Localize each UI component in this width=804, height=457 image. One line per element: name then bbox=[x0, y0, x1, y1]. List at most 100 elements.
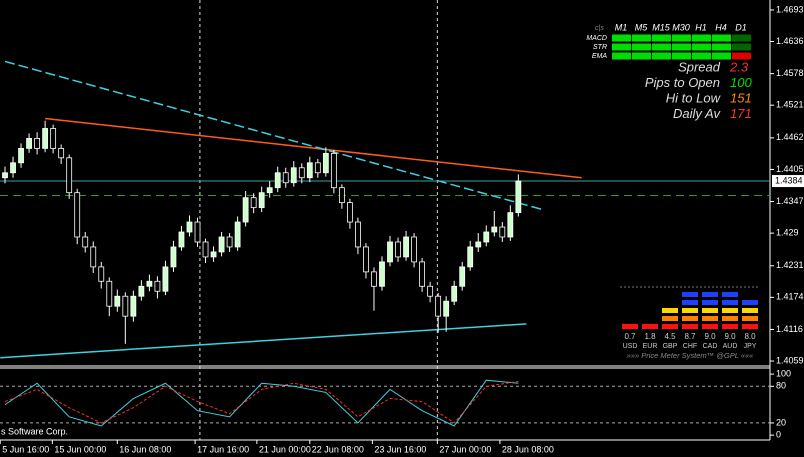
candle-body bbox=[2, 172, 8, 179]
candle-body bbox=[146, 280, 153, 287]
meter-block bbox=[642, 324, 658, 329]
candle-body bbox=[491, 226, 498, 233]
candle-body bbox=[82, 236, 89, 248]
panel-column: M1 bbox=[615, 22, 628, 32]
meter-block bbox=[702, 308, 718, 313]
candle-body bbox=[194, 221, 201, 243]
meter-block bbox=[662, 316, 678, 321]
candle-body bbox=[42, 128, 49, 149]
y-tick-label: 1.4636 bbox=[776, 36, 804, 46]
candle-body bbox=[258, 192, 265, 209]
candle-body bbox=[90, 246, 97, 268]
status-cell bbox=[712, 52, 731, 60]
status-cell bbox=[612, 34, 631, 42]
status-cell bbox=[652, 34, 671, 42]
status-cell bbox=[732, 52, 751, 60]
candle-body bbox=[178, 231, 185, 248]
candle-body bbox=[411, 236, 417, 263]
candle-body bbox=[58, 147, 65, 159]
candle-body bbox=[202, 241, 209, 258]
meter-currency: CAD bbox=[703, 343, 718, 350]
candle-body bbox=[451, 285, 458, 302]
candle-body bbox=[419, 261, 425, 287]
x-tick-label: 23 Jun 16:00 bbox=[374, 444, 426, 454]
candle-body bbox=[274, 172, 281, 189]
candle-body bbox=[138, 285, 145, 297]
meter-currency: CHF bbox=[683, 343, 697, 350]
y-tick-label: 80 bbox=[776, 381, 786, 391]
x-tick-label: 27 Jun 00:00 bbox=[439, 444, 491, 454]
x-tick-label: 17 Jun 16:00 bbox=[197, 444, 249, 454]
meter-block bbox=[682, 292, 698, 297]
price-label-box bbox=[772, 175, 804, 188]
panel-column: H1 bbox=[695, 22, 707, 32]
status-cell bbox=[692, 52, 711, 60]
candle-body bbox=[403, 236, 409, 258]
meter-currency: EUR bbox=[643, 343, 658, 350]
meter-block bbox=[742, 324, 758, 329]
x-tick-label: 15 Jun 00:00 bbox=[54, 444, 106, 454]
candle-body bbox=[74, 192, 81, 238]
candle-body bbox=[459, 266, 466, 287]
candle-body bbox=[226, 236, 233, 248]
meter-block bbox=[722, 316, 738, 321]
candle-body bbox=[186, 221, 193, 233]
meter-block bbox=[742, 316, 758, 321]
candle-body bbox=[34, 138, 40, 149]
panel-column: H4 bbox=[715, 22, 727, 32]
x-tick-label: 21 Jun 00:00 bbox=[259, 444, 311, 454]
status-cell bbox=[632, 52, 651, 60]
meter-block bbox=[742, 300, 758, 305]
candle-body bbox=[282, 172, 289, 184]
meter-block bbox=[702, 324, 718, 329]
candle-body bbox=[242, 197, 249, 223]
meter-block bbox=[682, 308, 698, 313]
candle-body bbox=[106, 280, 113, 307]
meter-block bbox=[722, 292, 738, 297]
meter-value: 8.0 bbox=[744, 332, 756, 341]
meter-value: 9.0 bbox=[724, 332, 736, 341]
meter-block bbox=[702, 316, 718, 321]
status-cell bbox=[652, 52, 671, 60]
candle-body bbox=[443, 300, 450, 317]
candle-body bbox=[26, 138, 32, 149]
candle-body bbox=[98, 266, 105, 282]
candle-body bbox=[50, 128, 57, 149]
status-cell bbox=[712, 43, 731, 51]
candle-body bbox=[18, 147, 24, 164]
meter-value: 0.7 bbox=[624, 332, 636, 341]
meter-block bbox=[622, 324, 638, 329]
y-tick-label: 1.4693 bbox=[776, 4, 804, 14]
candle-body bbox=[395, 241, 401, 258]
status-cell bbox=[732, 34, 751, 42]
meter-block bbox=[702, 292, 718, 297]
status-cell bbox=[632, 43, 651, 51]
candle-body bbox=[363, 246, 369, 273]
meter-block bbox=[722, 300, 738, 305]
meter-note: »»» Price Meter System™ @GPL ««« bbox=[627, 351, 755, 360]
candle-body bbox=[483, 231, 490, 243]
y-tick-label: 1.4174 bbox=[776, 292, 804, 302]
status-cell bbox=[652, 43, 671, 51]
status-cell bbox=[672, 52, 691, 60]
stat-label: Pips to Open bbox=[645, 75, 720, 90]
candle-body bbox=[234, 221, 241, 248]
meter-currency: JPY bbox=[744, 343, 757, 350]
candle-body bbox=[467, 246, 474, 268]
meter-block bbox=[742, 308, 758, 313]
status-cell bbox=[632, 34, 651, 42]
candle-body bbox=[130, 295, 137, 317]
candle-body bbox=[170, 246, 177, 268]
y-tick-label: 1.4347 bbox=[776, 196, 804, 206]
candle-body bbox=[338, 187, 345, 204]
panel-column: M30 bbox=[672, 22, 690, 32]
status-cell bbox=[712, 34, 731, 42]
trend-line bbox=[45, 117, 582, 179]
candle-body bbox=[427, 285, 434, 297]
x-tick-label: 28 Jun 08:00 bbox=[502, 444, 554, 454]
stat-label: Spread bbox=[678, 59, 721, 74]
candle-body bbox=[314, 162, 321, 174]
candle-body bbox=[210, 251, 217, 258]
y-tick-label: 1.4405 bbox=[776, 164, 804, 174]
candle-body bbox=[266, 187, 273, 194]
